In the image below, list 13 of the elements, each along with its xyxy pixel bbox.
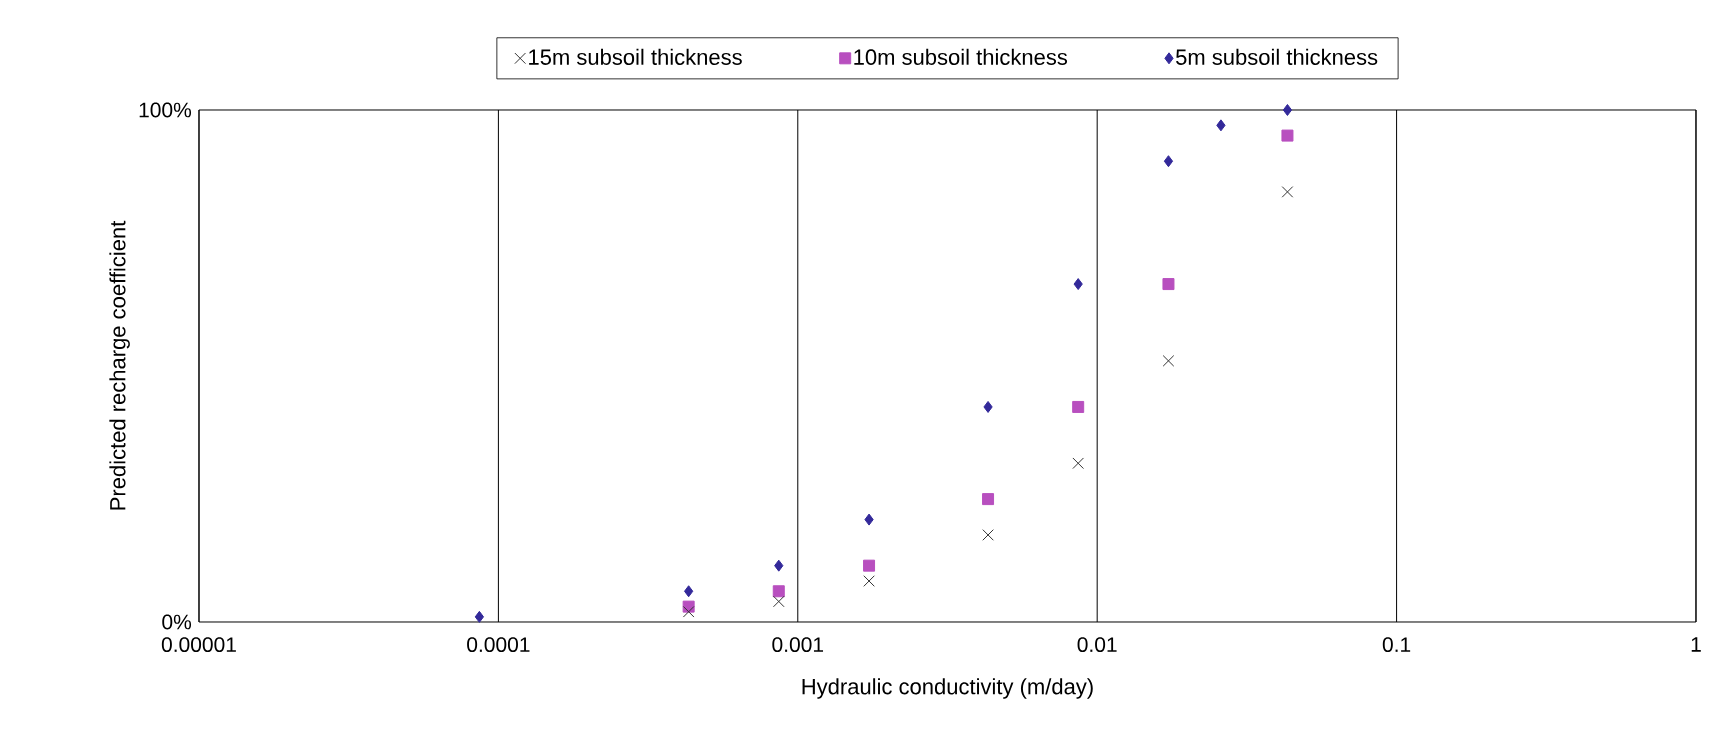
y-tick-label: 0% — [162, 614, 192, 630]
y-axis-title: Predicted recharge coefficient — [109, 220, 130, 510]
x-tick-label: 0.00001 — [161, 637, 236, 653]
legend-label: 15m subsoil thickness — [529, 48, 742, 65]
x-tick-label: 0.01 — [1077, 637, 1117, 653]
x-tick-label: 1 — [1691, 637, 1701, 652]
y-tick-label: 100% — [139, 102, 192, 118]
x-tick-label: 0.1 — [1382, 637, 1411, 653]
legend-label: 5m subsoil thickness — [1176, 48, 1378, 65]
x-tick-label: 0.0001 — [467, 637, 530, 653]
legend-label: 10m subsoil thickness — [854, 48, 1068, 65]
x-tick-label: 0.001 — [772, 637, 824, 653]
x-axis-title: Hydraulic conductivity (m/day) — [802, 678, 1093, 699]
